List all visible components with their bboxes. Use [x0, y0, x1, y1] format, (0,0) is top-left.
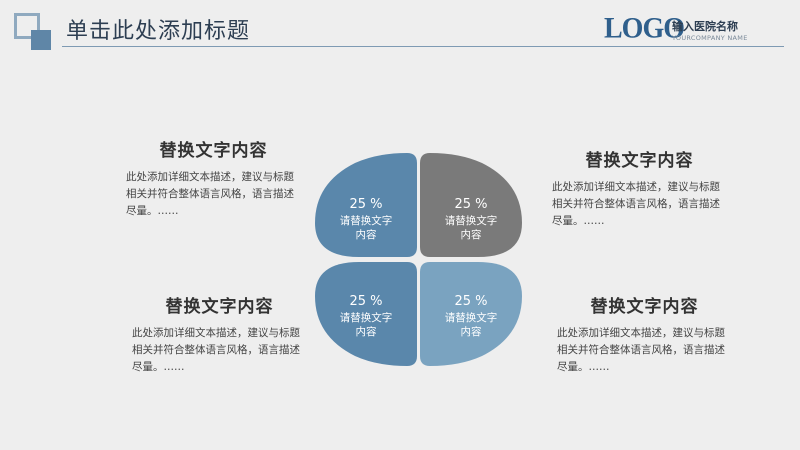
petal-text: 25 % 请替换文字内容: [420, 197, 522, 242]
petal-label[interactable]: 请替换文字内容: [444, 215, 498, 241]
block-body[interactable]: 此处添加详细文本描述，建议与标题相关并符合整体语言风格，语言描述尽量。……: [557, 327, 725, 373]
petal-percent[interactable]: 25 %: [349, 294, 383, 309]
petal-bottom-right[interactable]: 25 % 请替换文字内容: [420, 262, 522, 366]
petal-label[interactable]: 请替换文字内容: [339, 215, 393, 241]
block-heading[interactable]: 替换文字内容: [585, 151, 694, 171]
petal-percent[interactable]: 25 %: [349, 197, 383, 212]
slide-title[interactable]: 单击此处添加标题: [66, 19, 251, 44]
petal-percent[interactable]: 25 %: [454, 197, 488, 212]
filled-square: [31, 30, 51, 50]
logo: LOGO: [604, 12, 685, 45]
petal-shape: [420, 262, 522, 366]
block-body[interactable]: 此处添加详细文本描述，建议与标题相关并符合整体语言风格，语言描述尽量。……: [552, 181, 720, 227]
block-body[interactable]: 此处添加详细文本描述，建议与标题相关并符合整体语言风格，语言描述尽量。……: [126, 171, 294, 217]
petal-path: [315, 262, 417, 366]
petal-text: 25 % 请替换文字内容: [315, 294, 417, 339]
block-body[interactable]: 此处添加详细文本描述，建议与标题相关并符合整体语言风格，语言描述尽量。……: [132, 327, 300, 373]
petal-path: [420, 262, 522, 366]
block-heading[interactable]: 替换文字内容: [165, 297, 274, 317]
petal-percent[interactable]: 25 %: [454, 294, 488, 309]
outline-square: [14, 13, 40, 39]
petal-path: [315, 153, 417, 257]
text-block-bottom-left: 替换文字内容 此处添加详细文本描述，建议与标题相关并符合整体语言风格，语言描述尽…: [132, 292, 307, 376]
petal-shape: [420, 153, 522, 257]
text-block-top-left: 替换文字内容 此处添加详细文本描述，建议与标题相关并符合整体语言风格，语言描述尽…: [126, 136, 301, 220]
petal-path: [420, 153, 522, 257]
block-heading[interactable]: 替换文字内容: [590, 297, 699, 317]
petal-shape: [315, 153, 417, 257]
petal-top-right[interactable]: 25 % 请替换文字内容: [420, 153, 522, 257]
petal-top-left[interactable]: 25 % 请替换文字内容: [315, 153, 417, 257]
text-block-bottom-right: 替换文字内容 此处添加详细文本描述，建议与标题相关并符合整体语言风格，语言描述尽…: [557, 292, 732, 376]
petal-label[interactable]: 请替换文字内容: [444, 312, 498, 338]
petal-text: 25 % 请替换文字内容: [315, 197, 417, 242]
company-name: YOURCOMPANY NAME: [672, 34, 748, 42]
header-divider: [62, 46, 784, 47]
school-name: 输入医院名称: [672, 20, 738, 33]
petal-bottom-left[interactable]: 25 % 请替换文字内容: [315, 262, 417, 366]
petal-label[interactable]: 请替换文字内容: [339, 312, 393, 338]
petal-shape: [315, 262, 417, 366]
title-decoration-icon: [14, 13, 52, 51]
petal-text: 25 % 请替换文字内容: [420, 294, 522, 339]
text-block-top-right: 替换文字内容 此处添加详细文本描述，建议与标题相关并符合整体语言风格，语言描述尽…: [552, 146, 727, 230]
block-heading[interactable]: 替换文字内容: [159, 141, 268, 161]
